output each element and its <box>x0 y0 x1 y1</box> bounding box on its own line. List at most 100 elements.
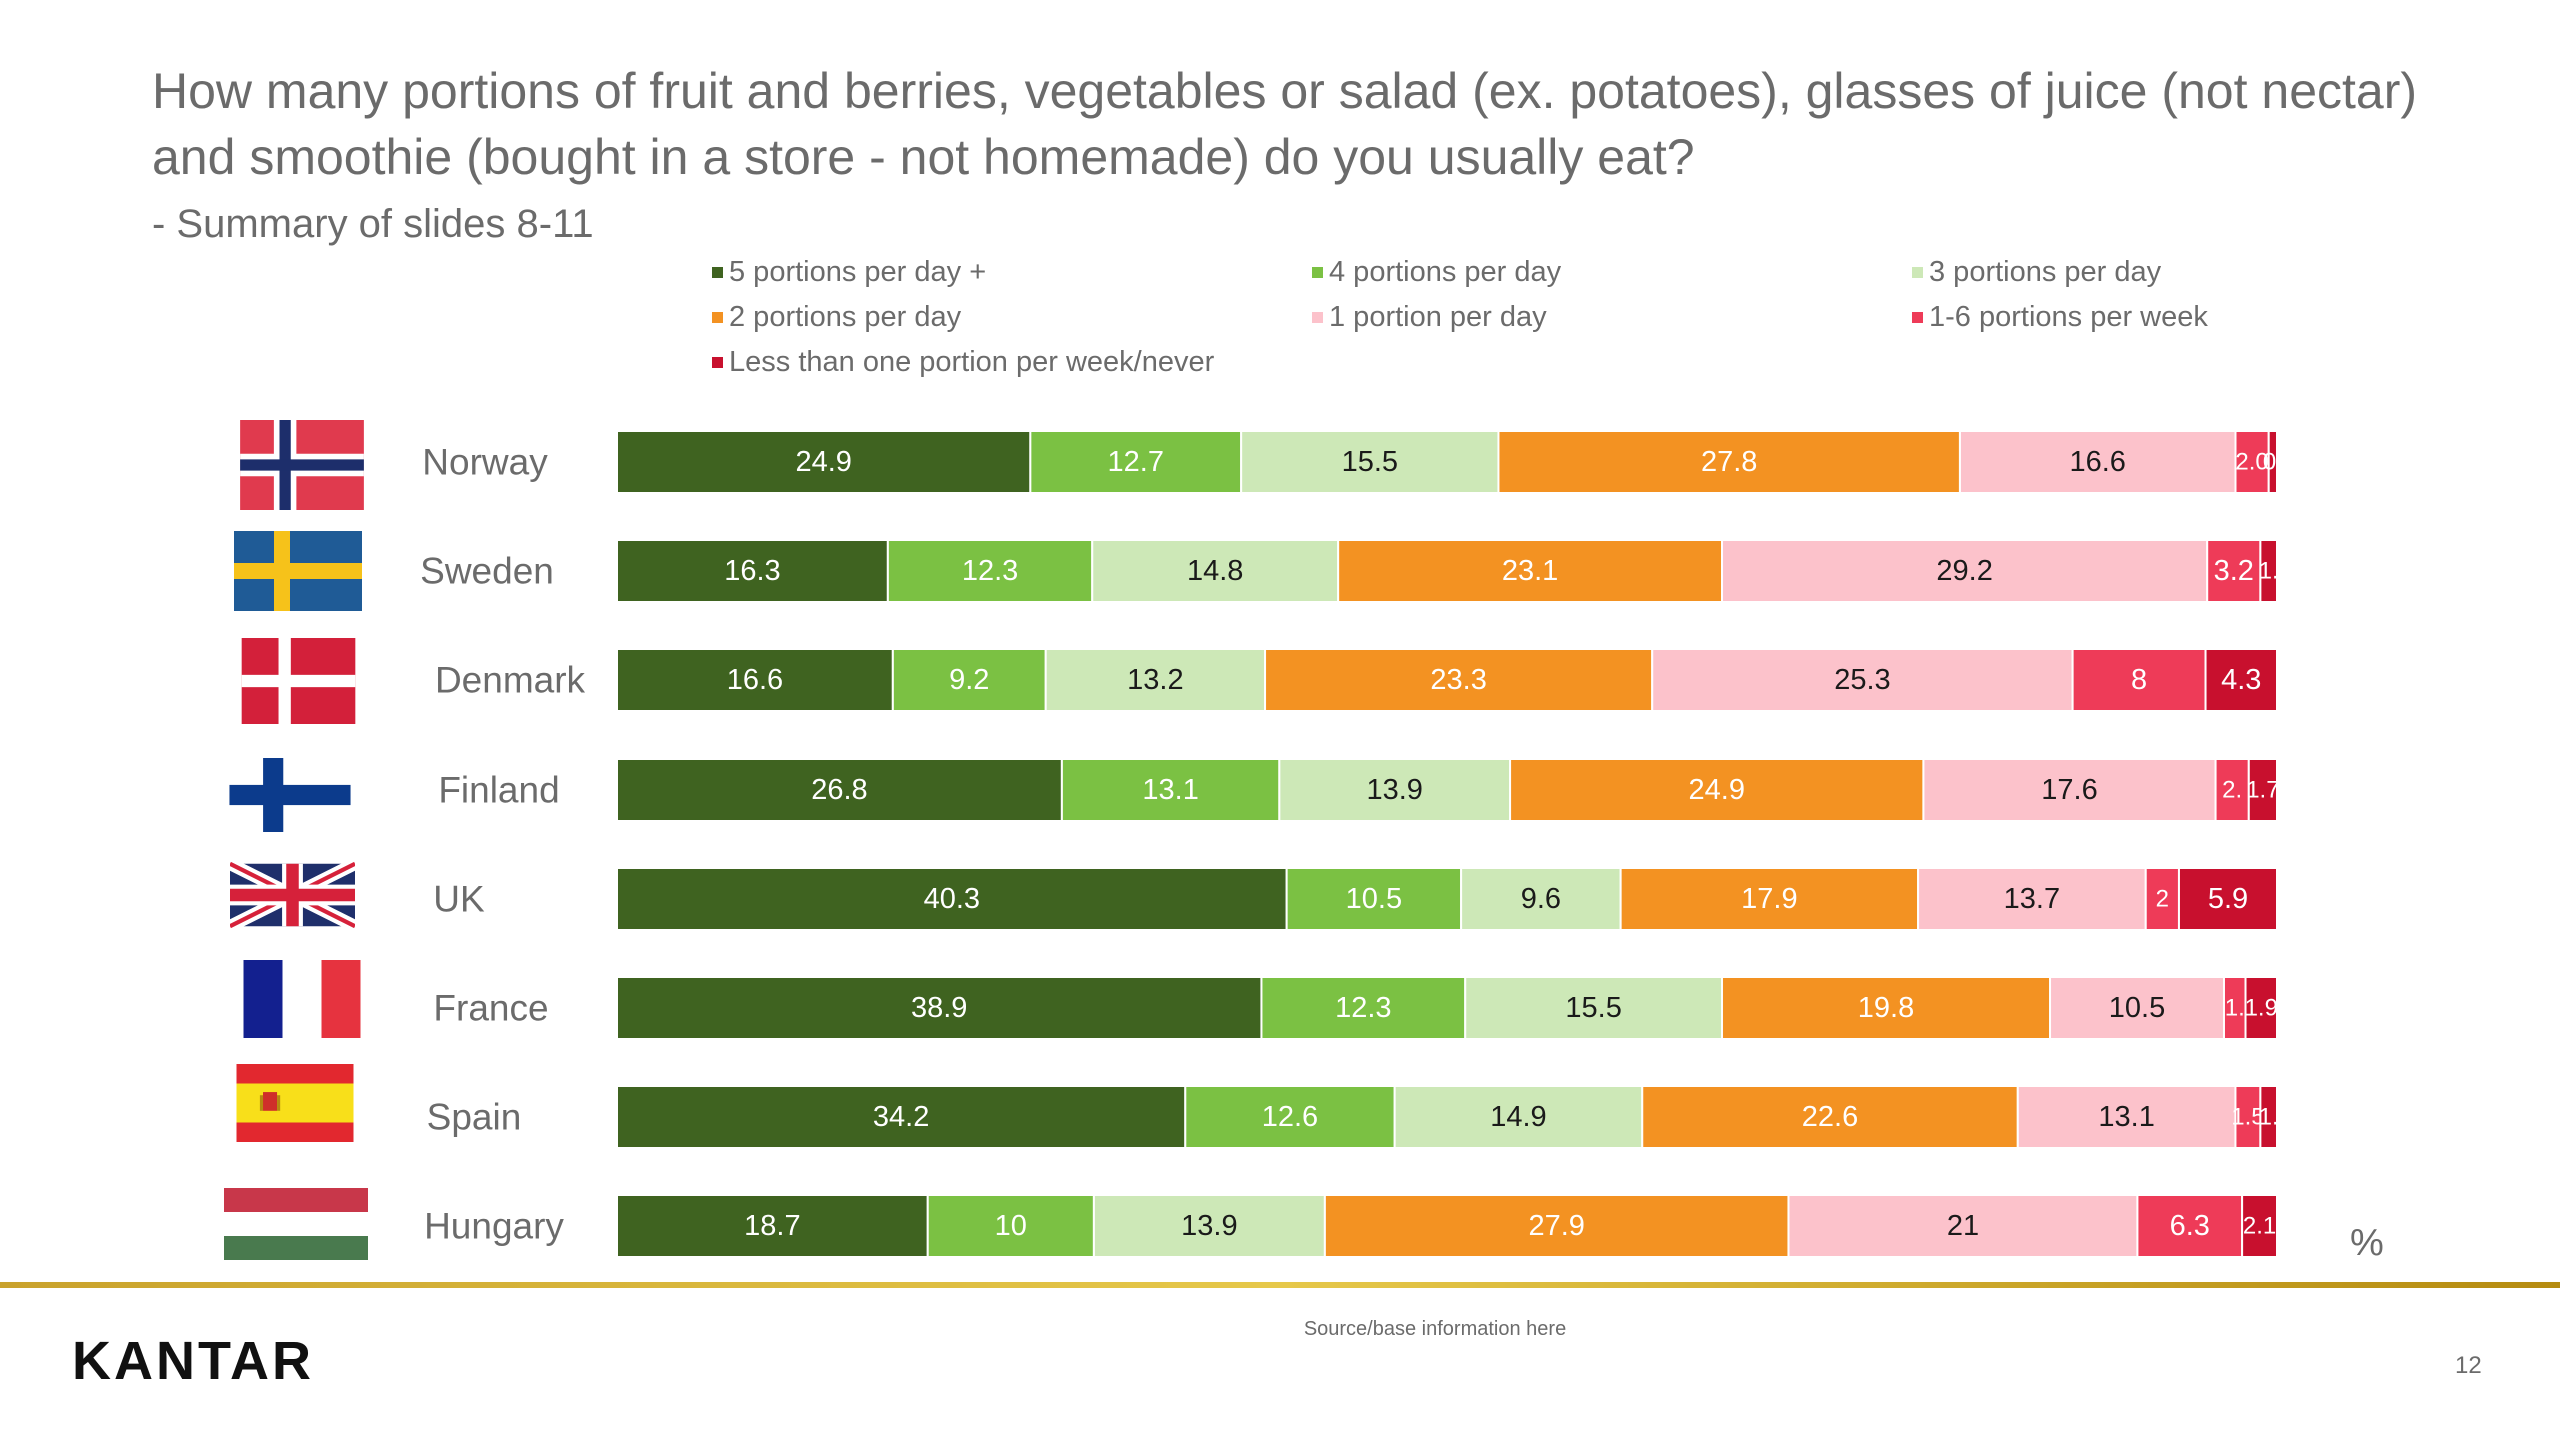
category-label: Sweden <box>420 551 554 592</box>
data-label: 18.7 <box>744 1210 800 1242</box>
legend-swatch <box>1312 267 1323 278</box>
category-label: Norway <box>422 442 548 483</box>
legend-swatch <box>712 357 723 368</box>
legend-item: Less than one portion per week/never <box>712 346 1312 379</box>
bar-segment <box>1060 758 1281 822</box>
chart-legend: 5 portions per day + 4 portions per day 3 … <box>712 256 2272 379</box>
data-label: 38.9 <box>911 992 967 1024</box>
percent-unit-label: % <box>2350 1222 2384 1264</box>
bar-segment <box>616 539 889 603</box>
data-label: 27.9 <box>1528 1210 1584 1242</box>
data-label: 16.3 <box>724 555 780 587</box>
bar-segment <box>2234 430 2270 494</box>
france-flag <box>243 960 361 1038</box>
data-label: 17.9 <box>1741 883 1797 915</box>
data-label: 16.6 <box>2069 446 2125 478</box>
uk-flag <box>230 858 355 932</box>
bar-segment <box>2071 648 2207 712</box>
data-label: 12.6 <box>1262 1101 1318 1133</box>
data-label: 6.3 <box>2170 1210 2210 1242</box>
data-label: 13.2 <box>1127 664 1183 696</box>
bar-segment <box>2259 539 2278 603</box>
legend-label: Less than one portion per week/never <box>729 346 1215 378</box>
bar-segment <box>616 1085 1187 1149</box>
bar-segment <box>1240 430 1500 494</box>
data-label: 24.9 <box>1689 774 1745 806</box>
category-label: Denmark <box>435 660 586 701</box>
data-label: 26.8 <box>811 774 867 806</box>
bar-segment <box>1029 430 1243 494</box>
legend-label: 4 portions per day <box>1329 256 1562 288</box>
legend-swatch <box>1912 267 1923 278</box>
legend-item: 4 portions per day <box>1312 256 1912 289</box>
data-label: 5.9 <box>2208 883 2248 915</box>
category-label: Spain <box>427 1097 522 1138</box>
legend-label: 1 portion per day <box>1329 301 1547 333</box>
data-label: 15.5 <box>1342 446 1398 478</box>
data-label: 21 <box>1947 1210 1979 1242</box>
legend-swatch <box>712 267 723 278</box>
bar-segment <box>886 539 1094 603</box>
bar-segment <box>1278 758 1512 822</box>
denmark-flag <box>241 638 356 724</box>
bar-segment <box>1464 976 1724 1040</box>
data-label: 13.1 <box>2098 1101 2154 1133</box>
bar-segment <box>1922 758 2217 822</box>
chart-title: How many portions of fruit and berries, … <box>152 63 2418 185</box>
legend-label: 2 portions per day <box>729 301 962 333</box>
data-label: 2. <box>2222 777 2242 804</box>
bar-segment <box>1651 648 2074 712</box>
data-label: 10.5 <box>1346 883 1402 915</box>
legend-swatch <box>1912 312 1923 323</box>
category-label: UK <box>433 879 485 920</box>
finland-flag <box>229 758 351 832</box>
data-label: 1. <box>2259 558 2279 585</box>
bar-segment <box>2234 1085 2262 1149</box>
sweden-flag <box>234 531 362 611</box>
bar-segment <box>1337 539 1724 603</box>
data-label: 24.9 <box>795 446 851 478</box>
bar-segment <box>1260 976 1467 1040</box>
legend-label: 5 portions per day + <box>729 256 987 288</box>
data-label: 2.1 <box>2243 1213 2276 1240</box>
legend-item: 5 portions per day + <box>712 256 1312 289</box>
bar-segment <box>616 430 1032 494</box>
source-note: Source/base information here <box>1303 1318 1567 1340</box>
data-label: 15.5 <box>1565 992 1621 1024</box>
bar-segment <box>2244 976 2278 1040</box>
legend-item: 3 portions per day <box>1912 256 2272 289</box>
bar-segment <box>616 758 1063 822</box>
data-label: 9.2 <box>949 664 989 696</box>
data-label: 2 <box>2156 886 2169 913</box>
data-label: 2.0 <box>2235 449 2268 476</box>
legend-item: 1 portion per day <box>1312 301 1912 334</box>
data-label: 13.9 <box>1366 774 1422 806</box>
bar-segment <box>1787 1194 2139 1258</box>
data-label: 13.1 <box>1142 774 1198 806</box>
bar-segment <box>616 648 894 712</box>
bar-segment <box>2214 758 2250 822</box>
data-label: 10 <box>995 1210 1027 1242</box>
data-label: 14.9 <box>1490 1101 1546 1133</box>
category-label: Finland <box>438 770 559 811</box>
data-label: 10.5 <box>2109 992 2165 1024</box>
data-label: 3.2 <box>2214 555 2254 587</box>
data-label: 14.8 <box>1187 555 1243 587</box>
data-label: 13.9 <box>1181 1210 1237 1242</box>
footer-rule <box>0 1282 2560 1288</box>
bar-segment <box>1958 430 2237 494</box>
data-label: 1.9 <box>2245 995 2278 1022</box>
bar-segment <box>2204 648 2279 712</box>
bar-segment <box>2136 1194 2244 1258</box>
data-label: 8 <box>2131 664 2147 696</box>
data-label: 27.8 <box>1701 446 1757 478</box>
legend-swatch <box>1312 312 1323 323</box>
legend-swatch <box>712 312 723 323</box>
data-label: 13.7 <box>2004 883 2060 915</box>
data-label: 9.6 <box>1521 883 1561 915</box>
bar-segment <box>1721 976 2052 1040</box>
hungary-flag <box>224 1188 368 1260</box>
data-label: 40.3 <box>924 883 980 915</box>
norway-flag <box>240 420 364 510</box>
